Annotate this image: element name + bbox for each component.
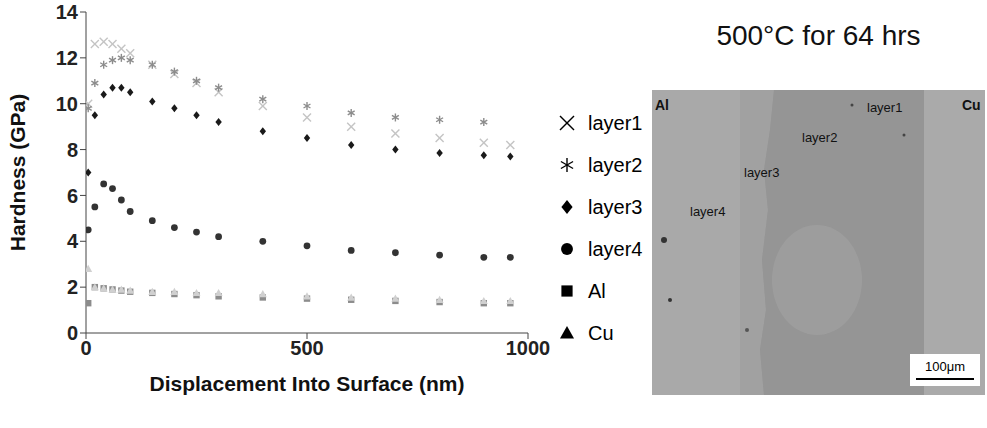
- svg-text:100μm: 100μm: [925, 359, 965, 374]
- svg-text:0: 0: [67, 322, 78, 344]
- svg-text:10: 10: [56, 93, 78, 115]
- html-text:Cu: Cu: [588, 321, 614, 344]
- html-text:layer2: layer2: [588, 153, 643, 176]
- html-text:Al: Al: [588, 279, 606, 302]
- svg-text:0: 0: [80, 337, 91, 359]
- svg-text:layer1: layer1: [867, 100, 902, 115]
- svg-text:500: 500: [290, 337, 323, 359]
- svg-text:Hardness (GPa): Hardness (GPa): [6, 94, 29, 252]
- html-text:layer1: layer1: [588, 111, 643, 134]
- svg-text:14: 14: [56, 1, 79, 23]
- svg-text:2: 2: [67, 276, 78, 298]
- svg-text:layer4: layer4: [690, 204, 725, 219]
- svg-text:6: 6: [67, 185, 78, 207]
- svg-text:Al: Al: [655, 97, 669, 113]
- svg-text:layer2: layer2: [802, 130, 837, 145]
- svg-text:Displacement Into Surface (nm): Displacement Into Surface (nm): [149, 372, 464, 395]
- svg-text:4: 4: [67, 230, 79, 252]
- html-text:500°C for 64 hrs: 500°C for 64 hrs: [716, 20, 921, 51]
- html-text:layer4: layer4: [588, 237, 643, 260]
- svg-text:layer3: layer3: [744, 165, 779, 180]
- svg-text:Cu: Cu: [962, 97, 981, 113]
- svg-text:8: 8: [67, 139, 78, 161]
- html-text:layer3: layer3: [588, 195, 643, 218]
- svg-text:12: 12: [56, 47, 78, 69]
- svg-text:1000: 1000: [506, 337, 551, 359]
